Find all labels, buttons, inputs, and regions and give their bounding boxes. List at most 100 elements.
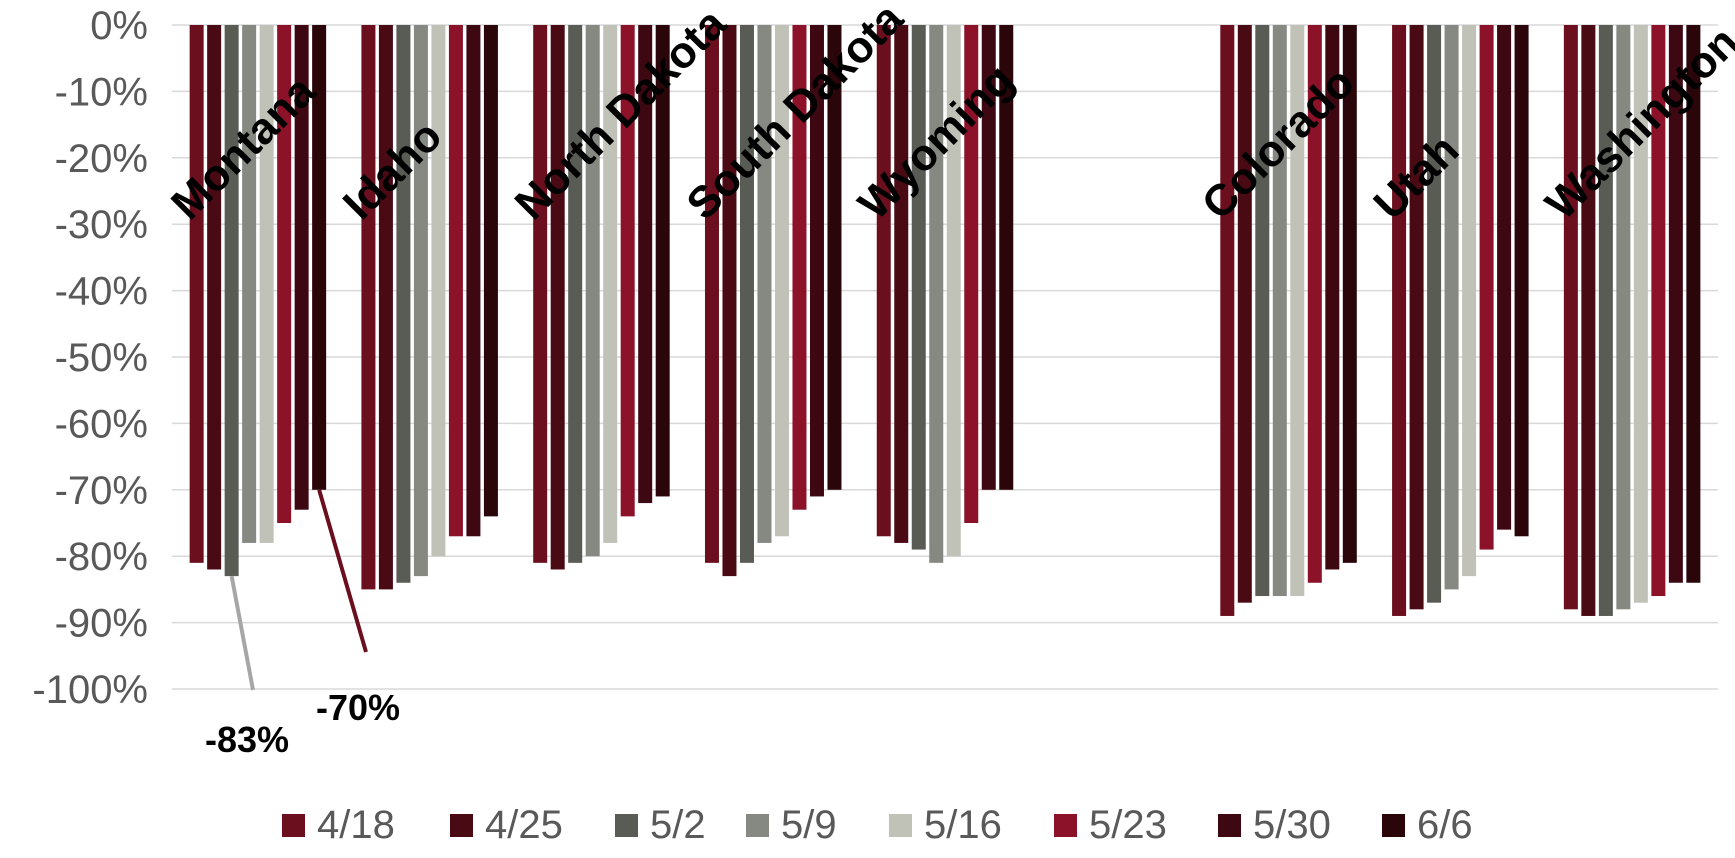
bar-montana-5-9 xyxy=(242,25,257,543)
bar-washington-4-25 xyxy=(1581,25,1596,616)
bar-washington-5-9 xyxy=(1616,25,1631,610)
y-tick-label: -100% xyxy=(32,668,148,712)
legend-label-5-16: 5/16 xyxy=(924,803,1002,847)
bar-south-dakota-4-25 xyxy=(722,25,737,577)
bar-idaho-5-30 xyxy=(466,25,481,537)
legend-label-5-2: 5/2 xyxy=(650,803,706,847)
bar-washington-5-30 xyxy=(1668,25,1683,583)
bar-south-dakota-5-16 xyxy=(774,25,789,537)
y-tick-label: -70% xyxy=(55,469,148,513)
bar-north-dakota-5-23 xyxy=(620,25,635,517)
bar-montana-4-18 xyxy=(189,25,204,563)
bar-idaho-5-16 xyxy=(431,25,446,557)
y-tick-label: -20% xyxy=(55,137,148,181)
legend-label-5-9: 5/9 xyxy=(781,803,837,847)
bar-idaho-6-6 xyxy=(483,25,498,517)
bar-utah-5-16 xyxy=(1462,25,1477,577)
legend-swatch-6-6 xyxy=(1382,814,1405,837)
legend-swatch-5-16 xyxy=(889,814,912,837)
bar-north-dakota-6-6 xyxy=(655,25,670,497)
legend-label-4-25: 4/25 xyxy=(485,803,563,847)
bar-wyoming-5-16 xyxy=(946,25,961,557)
bars xyxy=(189,25,1701,616)
bar-idaho-4-18 xyxy=(361,25,376,590)
y-tick-label: -40% xyxy=(55,270,148,314)
y-tick-label: -60% xyxy=(55,402,148,446)
y-tick-label: -10% xyxy=(55,70,148,114)
bar-washington-5-16 xyxy=(1633,25,1648,603)
bar-north-dakota-5-9 xyxy=(585,25,600,557)
bar-washington-5-23 xyxy=(1651,25,1666,597)
bar-utah-5-2 xyxy=(1427,25,1442,603)
bar-wyoming-5-23 xyxy=(964,25,979,523)
bar-utah-4-25 xyxy=(1409,25,1424,610)
bar-montana-4-25 xyxy=(207,25,222,570)
legend-swatch-5-23 xyxy=(1054,814,1077,837)
bar-south-dakota-5-23 xyxy=(792,25,807,510)
legend-label-4-18: 4/18 xyxy=(317,803,395,847)
bar-utah-5-30 xyxy=(1497,25,1512,530)
annotation-label: -70% xyxy=(316,687,400,728)
bar-south-dakota-5-2 xyxy=(739,25,754,563)
bar-north-dakota-5-30 xyxy=(638,25,653,504)
bar-utah-6-6 xyxy=(1514,25,1529,537)
bar-colorado-4-18 xyxy=(1220,25,1235,616)
legend-swatch-5-9 xyxy=(746,814,769,837)
bar-washington-5-2 xyxy=(1598,25,1613,616)
bar-north-dakota-5-16 xyxy=(603,25,618,543)
bar-north-dakota-5-2 xyxy=(568,25,583,563)
annotation-leader-line xyxy=(229,575,255,691)
bar-montana-5-30 xyxy=(294,25,309,510)
bar-south-dakota-5-30 xyxy=(809,25,824,497)
bar-colorado-5-23 xyxy=(1307,25,1322,583)
legend: 4/18 4/25 5/2 5/9 5/16 5/23 5/30 6/6 xyxy=(282,803,1473,847)
legend-swatch-4-25 xyxy=(450,814,473,837)
annotation-leader-line xyxy=(317,489,368,653)
bar-washington-4-18 xyxy=(1563,25,1578,610)
y-axis-tick-labels: 0% -10% -20% -30% -40% -50% -60% -70% -80% -90% -1… xyxy=(32,4,148,712)
bar-washington-6-6 xyxy=(1686,25,1701,583)
y-tick-label: -80% xyxy=(55,535,148,579)
bar-colorado-5-9 xyxy=(1272,25,1287,597)
bar-colorado-4-25 xyxy=(1237,25,1252,603)
bar-south-dakota-5-9 xyxy=(757,25,772,543)
bar-wyoming-5-30 xyxy=(981,25,996,490)
legend-label-5-23: 5/23 xyxy=(1089,803,1167,847)
bar-wyoming-5-9 xyxy=(929,25,944,563)
bar-utah-4-18 xyxy=(1392,25,1407,616)
bar-south-dakota-4-18 xyxy=(704,25,719,563)
bar-south-dakota-6-6 xyxy=(827,25,842,490)
bar-utah-5-23 xyxy=(1479,25,1494,550)
y-tick-label: -50% xyxy=(55,336,148,380)
bar-wyoming-5-2 xyxy=(911,25,926,550)
bar-colorado-6-6 xyxy=(1342,25,1357,563)
legend-swatch-5-2 xyxy=(615,814,638,837)
bar-montana-6-6 xyxy=(312,25,327,490)
bar-montana-5-2 xyxy=(224,25,239,577)
y-tick-label: -90% xyxy=(55,602,148,646)
legend-swatch-4-18 xyxy=(282,814,305,837)
bar-utah-5-9 xyxy=(1444,25,1459,590)
y-tick-label: -30% xyxy=(55,203,148,247)
bar-idaho-5-23 xyxy=(448,25,463,537)
legend-swatch-5-30 xyxy=(1218,814,1241,837)
y-tick-label: 0% xyxy=(90,4,148,48)
bar-wyoming-4-25 xyxy=(894,25,909,543)
bar-wyoming-4-18 xyxy=(876,25,891,537)
annotations: -83% -70% xyxy=(205,489,400,760)
bar-colorado-5-16 xyxy=(1290,25,1305,597)
legend-label-6-6: 6/6 xyxy=(1417,803,1473,847)
legend-label-5-30: 5/30 xyxy=(1253,803,1331,847)
bar-idaho-5-9 xyxy=(413,25,428,577)
bar-montana-5-23 xyxy=(277,25,292,523)
annotation-label: -83% xyxy=(205,719,289,760)
bar-wyoming-6-6 xyxy=(999,25,1014,490)
bar-north-dakota-4-18 xyxy=(533,25,548,563)
bar-colorado-5-30 xyxy=(1325,25,1340,570)
bar-north-dakota-4-25 xyxy=(550,25,565,570)
bar-montana-5-16 xyxy=(259,25,274,543)
gridlines xyxy=(172,24,1718,690)
bar-colorado-5-2 xyxy=(1255,25,1270,597)
bar-idaho-4-25 xyxy=(378,25,393,590)
